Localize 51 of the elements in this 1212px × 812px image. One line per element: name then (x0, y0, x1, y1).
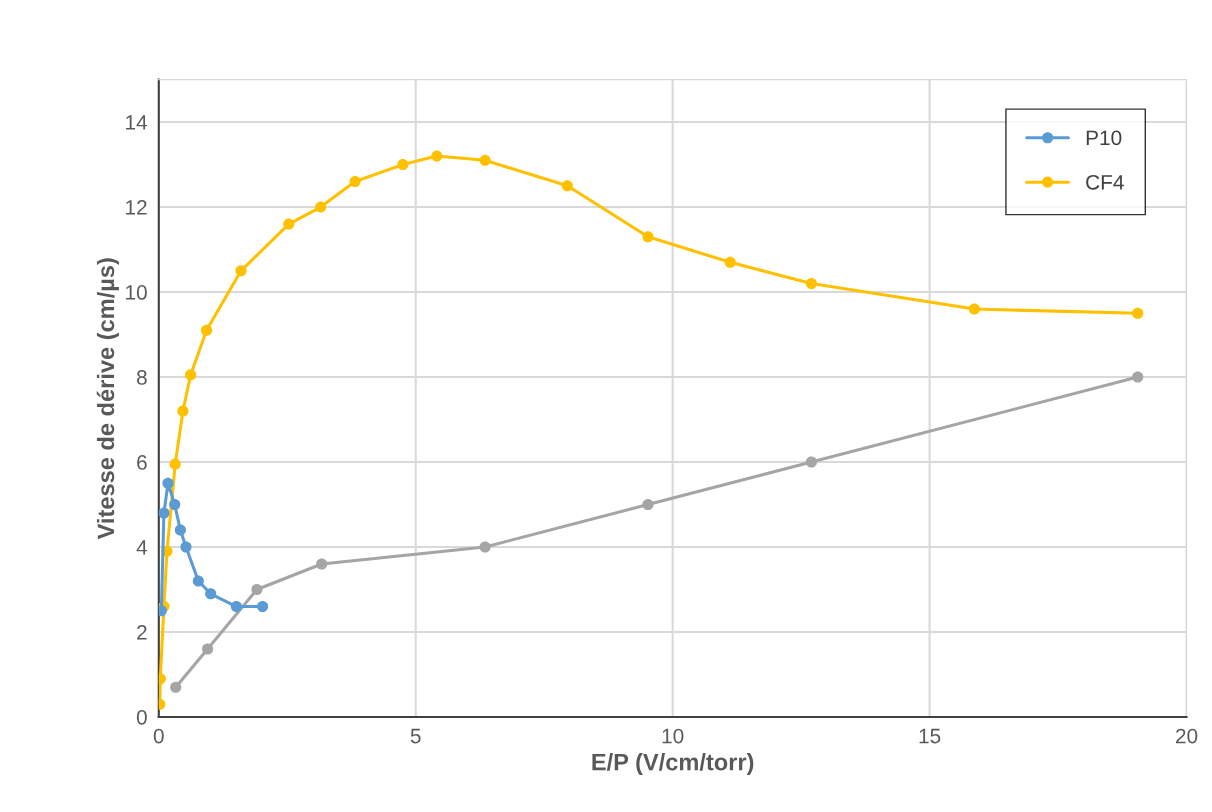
y-tick-label: 8 (136, 370, 147, 385)
point (162, 477, 174, 489)
point (561, 180, 573, 192)
point (397, 159, 409, 171)
x-tick-label: 15 (919, 728, 941, 744)
x-tick-label: 5 (410, 728, 421, 744)
legend-label: P10 (1086, 130, 1122, 146)
point (1132, 371, 1144, 383)
point (170, 681, 182, 693)
point (235, 265, 247, 277)
point (169, 458, 181, 470)
y-tick-label: 0 (136, 710, 147, 725)
point (805, 277, 817, 290)
x-axis-title: E/P (V/cm/torr) (592, 753, 754, 776)
x-tick-label: 0 (153, 728, 164, 744)
point (201, 324, 213, 336)
point (174, 524, 186, 536)
point (177, 405, 189, 417)
point (316, 558, 328, 570)
y-tick-label: 14 (126, 115, 148, 130)
y-tick-label: 2 (137, 625, 147, 640)
y-tick-label: 12 (126, 200, 147, 215)
point (349, 176, 361, 188)
point (205, 588, 217, 600)
y-tick-label: 4 (136, 540, 148, 555)
x-tick-label: 10 (662, 728, 684, 744)
y-tick-label: 6 (137, 455, 147, 470)
y-tick-label: 10 (126, 285, 147, 300)
legend-label: CF4 (1086, 174, 1124, 190)
point (257, 600, 269, 613)
point (479, 541, 491, 553)
point (642, 231, 654, 243)
point (158, 507, 170, 519)
point (230, 600, 242, 613)
point (251, 583, 263, 596)
point (192, 575, 204, 587)
point (315, 201, 327, 213)
point (1132, 307, 1144, 319)
point (968, 303, 980, 315)
point (479, 154, 491, 166)
point (431, 150, 443, 162)
point (185, 369, 197, 381)
point (169, 498, 181, 511)
x-tick-label: 20 (1176, 728, 1198, 744)
point (180, 541, 192, 553)
point (805, 456, 817, 468)
point (202, 643, 214, 655)
y-axis-title: Vitesse de dérive (cm/µs) (96, 258, 119, 540)
point (642, 498, 654, 511)
point (724, 256, 736, 268)
point (283, 218, 295, 230)
